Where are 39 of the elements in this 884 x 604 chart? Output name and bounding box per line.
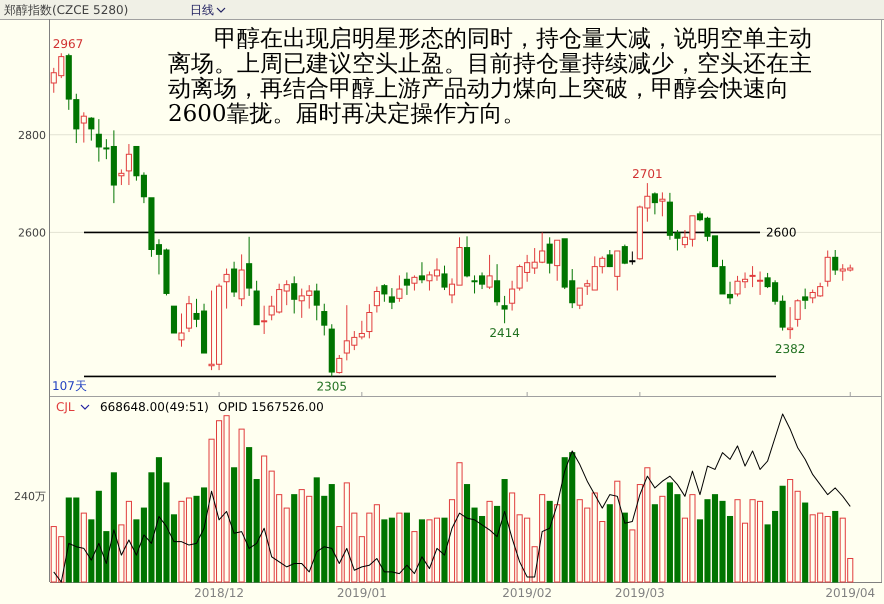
annotation: 2414	[489, 326, 520, 340]
bar	[441, 518, 448, 582]
x-tick-label: 2019/03	[614, 586, 665, 600]
x-tick-label: 2019/01	[336, 586, 387, 600]
text: CJL	[56, 400, 75, 414]
annotation: 2382	[774, 342, 806, 356]
bar	[659, 496, 666, 582]
bar	[396, 512, 402, 582]
bar	[411, 531, 418, 582]
annotation: 107天	[52, 379, 87, 393]
bar	[652, 504, 658, 582]
bar	[80, 512, 87, 582]
bar	[832, 510, 838, 582]
annotation: 2305	[316, 379, 348, 394]
bar	[614, 480, 620, 582]
bar	[238, 428, 245, 582]
bar	[554, 504, 560, 582]
bar	[546, 500, 553, 582]
bar	[486, 500, 493, 582]
bar	[606, 504, 613, 582]
x-tick-label: 2018/12	[194, 586, 244, 600]
annotation: 2967	[52, 37, 84, 52]
chart-subtitle: 日线	[190, 3, 214, 17]
annotation: 2701	[632, 167, 663, 182]
x-tick-label: 2019/04	[825, 586, 876, 600]
chart-title: 郑醇指数(CZCE 5280)	[4, 3, 128, 17]
text: OPID 1567526.00	[218, 400, 324, 414]
text: 240万	[14, 490, 46, 503]
ref-line-label: 2600	[766, 225, 797, 240]
bar	[231, 467, 238, 582]
bar	[802, 502, 808, 582]
annotation: 甲醇在出现启明星形态的同时，持仓量大减，说明空单主动离场。上周已建议空头止盈。目前持仓量持续减少，空头还在主动离场，再结合甲醇上游产品动力煤向上突破，甲醇会快速向2600靠拢。届时再决定操作方向。	[168, 26, 813, 127]
annotation: 668648.00(49:51)	[100, 400, 209, 414]
bar	[622, 512, 628, 582]
bar	[291, 494, 298, 582]
y-tick-label: 2800	[18, 128, 46, 142]
bar	[404, 512, 410, 582]
bar	[418, 519, 425, 582]
x-tick-label: 2019/02	[502, 586, 552, 600]
